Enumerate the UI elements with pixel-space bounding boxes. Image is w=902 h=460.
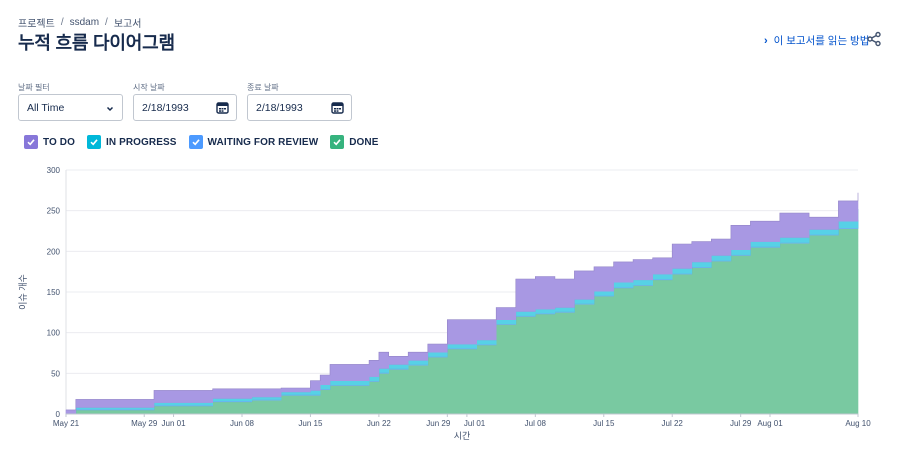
breadcrumb: 프로젝트 / ssdam / 보고서 <box>18 15 141 30</box>
legend-label: TO DO <box>43 136 75 148</box>
legend-label: WAITING FOR REVIEW <box>207 136 319 148</box>
x-tick-label: May 29 <box>131 419 158 428</box>
x-tick-label: Jun 15 <box>298 419 323 428</box>
x-tick-label: Jun 01 <box>162 419 187 428</box>
legend-label: IN PROGRESS <box>105 136 177 148</box>
start-date-input[interactable]: 2/18/1993 <box>133 94 237 121</box>
x-tick-label: Jun 29 <box>426 419 451 428</box>
breadcrumb-item-projects[interactable]: 프로젝트 <box>18 19 55 30</box>
date-filter-label: 날짜 필터 <box>18 83 50 92</box>
x-tick-label: Jul 29 <box>730 419 752 428</box>
share-icon[interactable] <box>866 31 882 47</box>
x-axis-title: 시간 <box>454 431 471 441</box>
y-tick-label: 100 <box>47 329 61 338</box>
chart-legend: TO DO IN PROGRESS WAITING FOR REVIEW DON… <box>24 135 379 149</box>
date-filter-select[interactable]: All Time <box>18 94 123 121</box>
legend-item-done[interactable]: DONE <box>330 135 378 149</box>
breadcrumb-item-project[interactable]: ssdam <box>69 17 100 28</box>
y-tick-label: 150 <box>47 288 61 297</box>
y-tick-label: 200 <box>47 247 61 256</box>
checkbox-checked-icon[interactable] <box>24 135 38 149</box>
legend-label: DONE <box>349 136 379 148</box>
y-tick-label: 250 <box>47 207 61 216</box>
end-date-label: 종료 날짜 <box>247 83 279 92</box>
y-tick-label: 300 <box>47 166 61 175</box>
y-tick-label: 50 <box>51 369 60 378</box>
x-tick-label: Jul 15 <box>593 419 615 428</box>
calendar-icon[interactable] <box>216 101 229 114</box>
breadcrumb-separator: / <box>60 17 64 28</box>
end-date-value: 2/18/1993 <box>256 101 303 114</box>
x-tick-label: Aug 01 <box>757 419 783 428</box>
x-tick-label: Jul 01 <box>464 419 486 428</box>
x-tick-label: Jun 08 <box>230 419 255 428</box>
y-axis: 0 50 100 150 200 250 300 <box>47 166 61 419</box>
how-to-read-label: 이 보고서를 읽는 방법 <box>773 35 870 47</box>
start-date-label: 시작 날짜 <box>133 83 165 92</box>
area-edge-to-do <box>66 192 859 411</box>
end-date-input[interactable]: 2/18/1993 <box>247 94 352 121</box>
checkbox-checked-icon[interactable] <box>330 135 345 149</box>
x-tick-label: Jul 08 <box>525 419 547 428</box>
area-to-do <box>65 192 859 415</box>
chevron-right-icon: › <box>764 34 768 47</box>
x-axis: May 21 May 29 Jun 01 Jun 08 Jun 15 Jun 22 Jun … <box>53 413 871 428</box>
chevron-down-icon <box>106 106 114 112</box>
calendar-icon[interactable] <box>331 101 344 114</box>
breadcrumb-separator: / <box>105 17 108 28</box>
legend-item-in-progress[interactable]: IN PROGRESS <box>86 135 177 149</box>
checkbox-checked-icon[interactable] <box>86 135 101 149</box>
legend-item-todo[interactable]: TO DO <box>24 135 75 149</box>
x-tick-label: May 21 <box>53 419 80 428</box>
legend-item-waiting-for-review[interactable]: WAITING FOR REVIEW <box>188 135 319 149</box>
page-title: 누적 흐름 다이어그램 <box>18 33 175 53</box>
x-tick-label: Aug 10 <box>845 419 871 428</box>
date-filter-value: All Time <box>27 101 65 114</box>
how-to-read-link[interactable]: › 이 보고서를 읽는 방법 <box>764 33 869 48</box>
start-date-value: 2/18/1993 <box>142 101 189 114</box>
x-tick-label: Jul 22 <box>662 419 684 428</box>
y-tick-label: 0 <box>56 410 61 419</box>
x-tick-label: Jun 22 <box>367 419 392 428</box>
y-axis-title: 이슈 개수 <box>18 274 28 310</box>
checkbox-checked-icon[interactable] <box>188 135 203 149</box>
chart-areas <box>65 192 859 415</box>
cumulative-flow-chart: 0 50 100 150 200 250 300 May 21 May 29 Jun 01 Jun… <box>18 166 871 441</box>
breadcrumb-item-reports[interactable]: 보고서 <box>113 19 142 30</box>
